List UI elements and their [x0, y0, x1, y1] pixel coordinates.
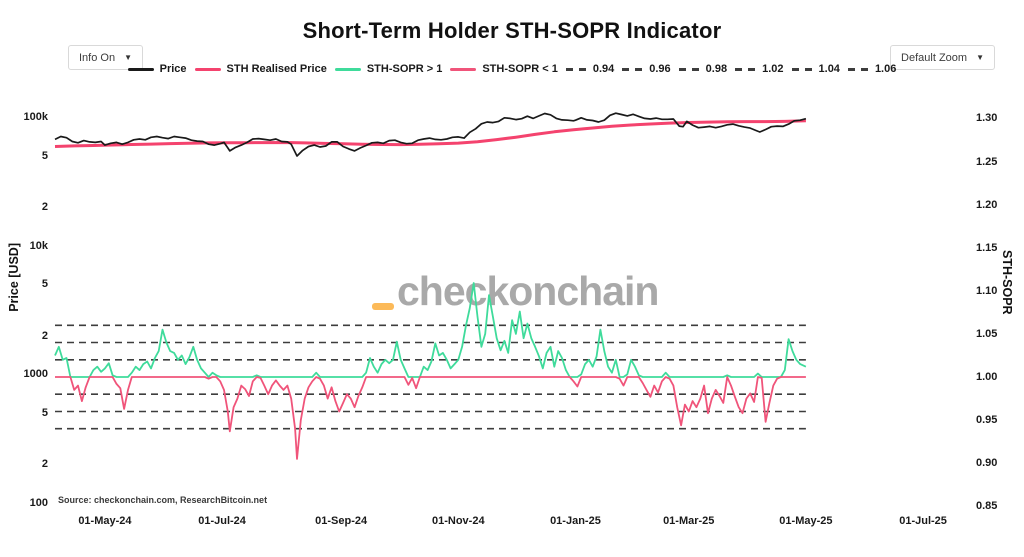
legend-item-label: STH Realised Price — [226, 63, 327, 75]
sth-sopr-above-1-line — [54, 282, 807, 378]
price-axis-tick-label: 5 — [41, 278, 48, 291]
legend-item-label: Price — [159, 63, 187, 75]
legend-dash-sample — [678, 67, 700, 71]
legend-item[interactable]: 1.04 — [791, 63, 840, 75]
legend-dash-sample — [847, 67, 869, 71]
chevron-down-icon: ▼ — [124, 53, 132, 62]
chevron-down-icon: ▼ — [976, 53, 984, 62]
price-axis-tick-label: 2 — [41, 329, 48, 342]
zoom-dropdown-label: Default Zoom — [901, 51, 968, 64]
legend-item[interactable]: 0.96 — [622, 63, 671, 75]
price-axis-tick-label: 1000 — [23, 368, 48, 381]
page-title: Short-Term Holder STH-SOPR Indicator — [302, 18, 722, 43]
sth-realised-price-line — [54, 119, 806, 148]
info-dropdown[interactable]: Info On ▼ — [68, 45, 143, 70]
price-axis-tick-label: 2 — [41, 458, 48, 471]
legend-line-sample — [334, 67, 361, 71]
sopr-axis-tick-label: 0.85 — [976, 500, 998, 513]
legend-item[interactable]: 1.06 — [847, 63, 897, 75]
sopr-axis-tick-label: 1.10 — [976, 284, 998, 297]
x-axis-tick-label: 01-Jul-25 — [899, 515, 947, 527]
sopr-axis-tick-label: 1.30 — [976, 112, 998, 125]
price-axis-title: Price [USD] — [7, 243, 21, 312]
legend-item[interactable]: Price — [127, 63, 187, 75]
price-axis-tick-label: 100 — [29, 497, 48, 509]
x-axis-tick-label: 01-Mar-25 — [663, 515, 715, 527]
sopr-axis-tick-label: 1.05 — [976, 327, 998, 340]
legend-dash-sample — [565, 67, 587, 71]
sopr-axis-tick-label: 0.95 — [976, 414, 998, 427]
legend-item[interactable]: 0.94 — [565, 63, 615, 75]
x-axis-tick-label: 01-May-25 — [779, 515, 833, 527]
source-note: Source: checkonchain.com, ResearchBitcoi… — [58, 495, 268, 505]
price-line — [54, 112, 807, 157]
watermark-underscore-icon — [372, 303, 394, 310]
price-axis-tick-label: 2 — [41, 200, 48, 213]
legend-line-sample — [450, 67, 477, 71]
sth-sopr-below-1-line — [55, 376, 806, 460]
sopr-axis-title: STH-SOPR — [1000, 250, 1014, 315]
x-axis-tick-label: 01-Jul-24 — [198, 515, 246, 527]
legend-item[interactable]: STH-SOPR > 1 — [334, 63, 443, 75]
legend-item-label: 0.94 — [592, 63, 615, 75]
legend-item-label: STH-SOPR < 1 — [482, 63, 558, 75]
legend-item-label: 1.02 — [762, 63, 784, 75]
watermark-text: checkonchain — [397, 268, 659, 314]
legend-line-sample — [194, 67, 221, 71]
legend-item[interactable]: STH Realised Price — [194, 63, 327, 75]
x-axis-tick-label: 01-Sep-24 — [315, 515, 368, 527]
price-axis-tick-label: 10k — [29, 239, 48, 252]
x-axis-tick-label: 01-Nov-24 — [432, 515, 485, 527]
sopr-axis-tick-label: 1.20 — [976, 198, 998, 211]
x-axis-tick-label: 01-May-24 — [78, 515, 132, 527]
sopr-axis-tick-label: 0.90 — [976, 457, 998, 470]
price-axis-tick-label: 5 — [41, 149, 48, 162]
x-axis-tick-label: 01-Jan-25 — [550, 515, 601, 527]
legend-item-label: 1.06 — [874, 63, 897, 75]
sopr-axis-tick-label: 1.15 — [976, 241, 998, 254]
legend-line-sample — [127, 67, 154, 71]
legend-item-label: STH-SOPR > 1 — [366, 63, 443, 75]
zoom-dropdown[interactable]: Default Zoom ▼ — [890, 45, 995, 70]
legend-item[interactable]: STH-SOPR < 1 — [450, 63, 558, 75]
sopr-axis-tick-label: 1.00 — [976, 371, 998, 383]
legend-dash-sample — [622, 67, 644, 71]
legend-dash-sample — [735, 67, 757, 71]
legend-item-label: 0.96 — [649, 63, 671, 75]
legend-item[interactable]: 1.02 — [735, 63, 784, 75]
legend-dash-sample — [791, 67, 813, 71]
legend-item[interactable]: 0.98 — [678, 63, 728, 75]
legend: Price STH Realised Price STH-SOPR > 1 STH-S… — [0, 63, 1024, 75]
price-axis-tick-label: 5 — [41, 407, 48, 420]
legend-item-label: 0.98 — [705, 63, 728, 75]
watermark: checkonchain — [372, 268, 659, 315]
price-axis-tick-label: 100k — [23, 111, 48, 123]
sopr-axis-tick-label: 1.25 — [976, 155, 998, 168]
legend-item-label: 1.04 — [818, 63, 840, 75]
info-dropdown-label: Info On — [79, 51, 116, 64]
